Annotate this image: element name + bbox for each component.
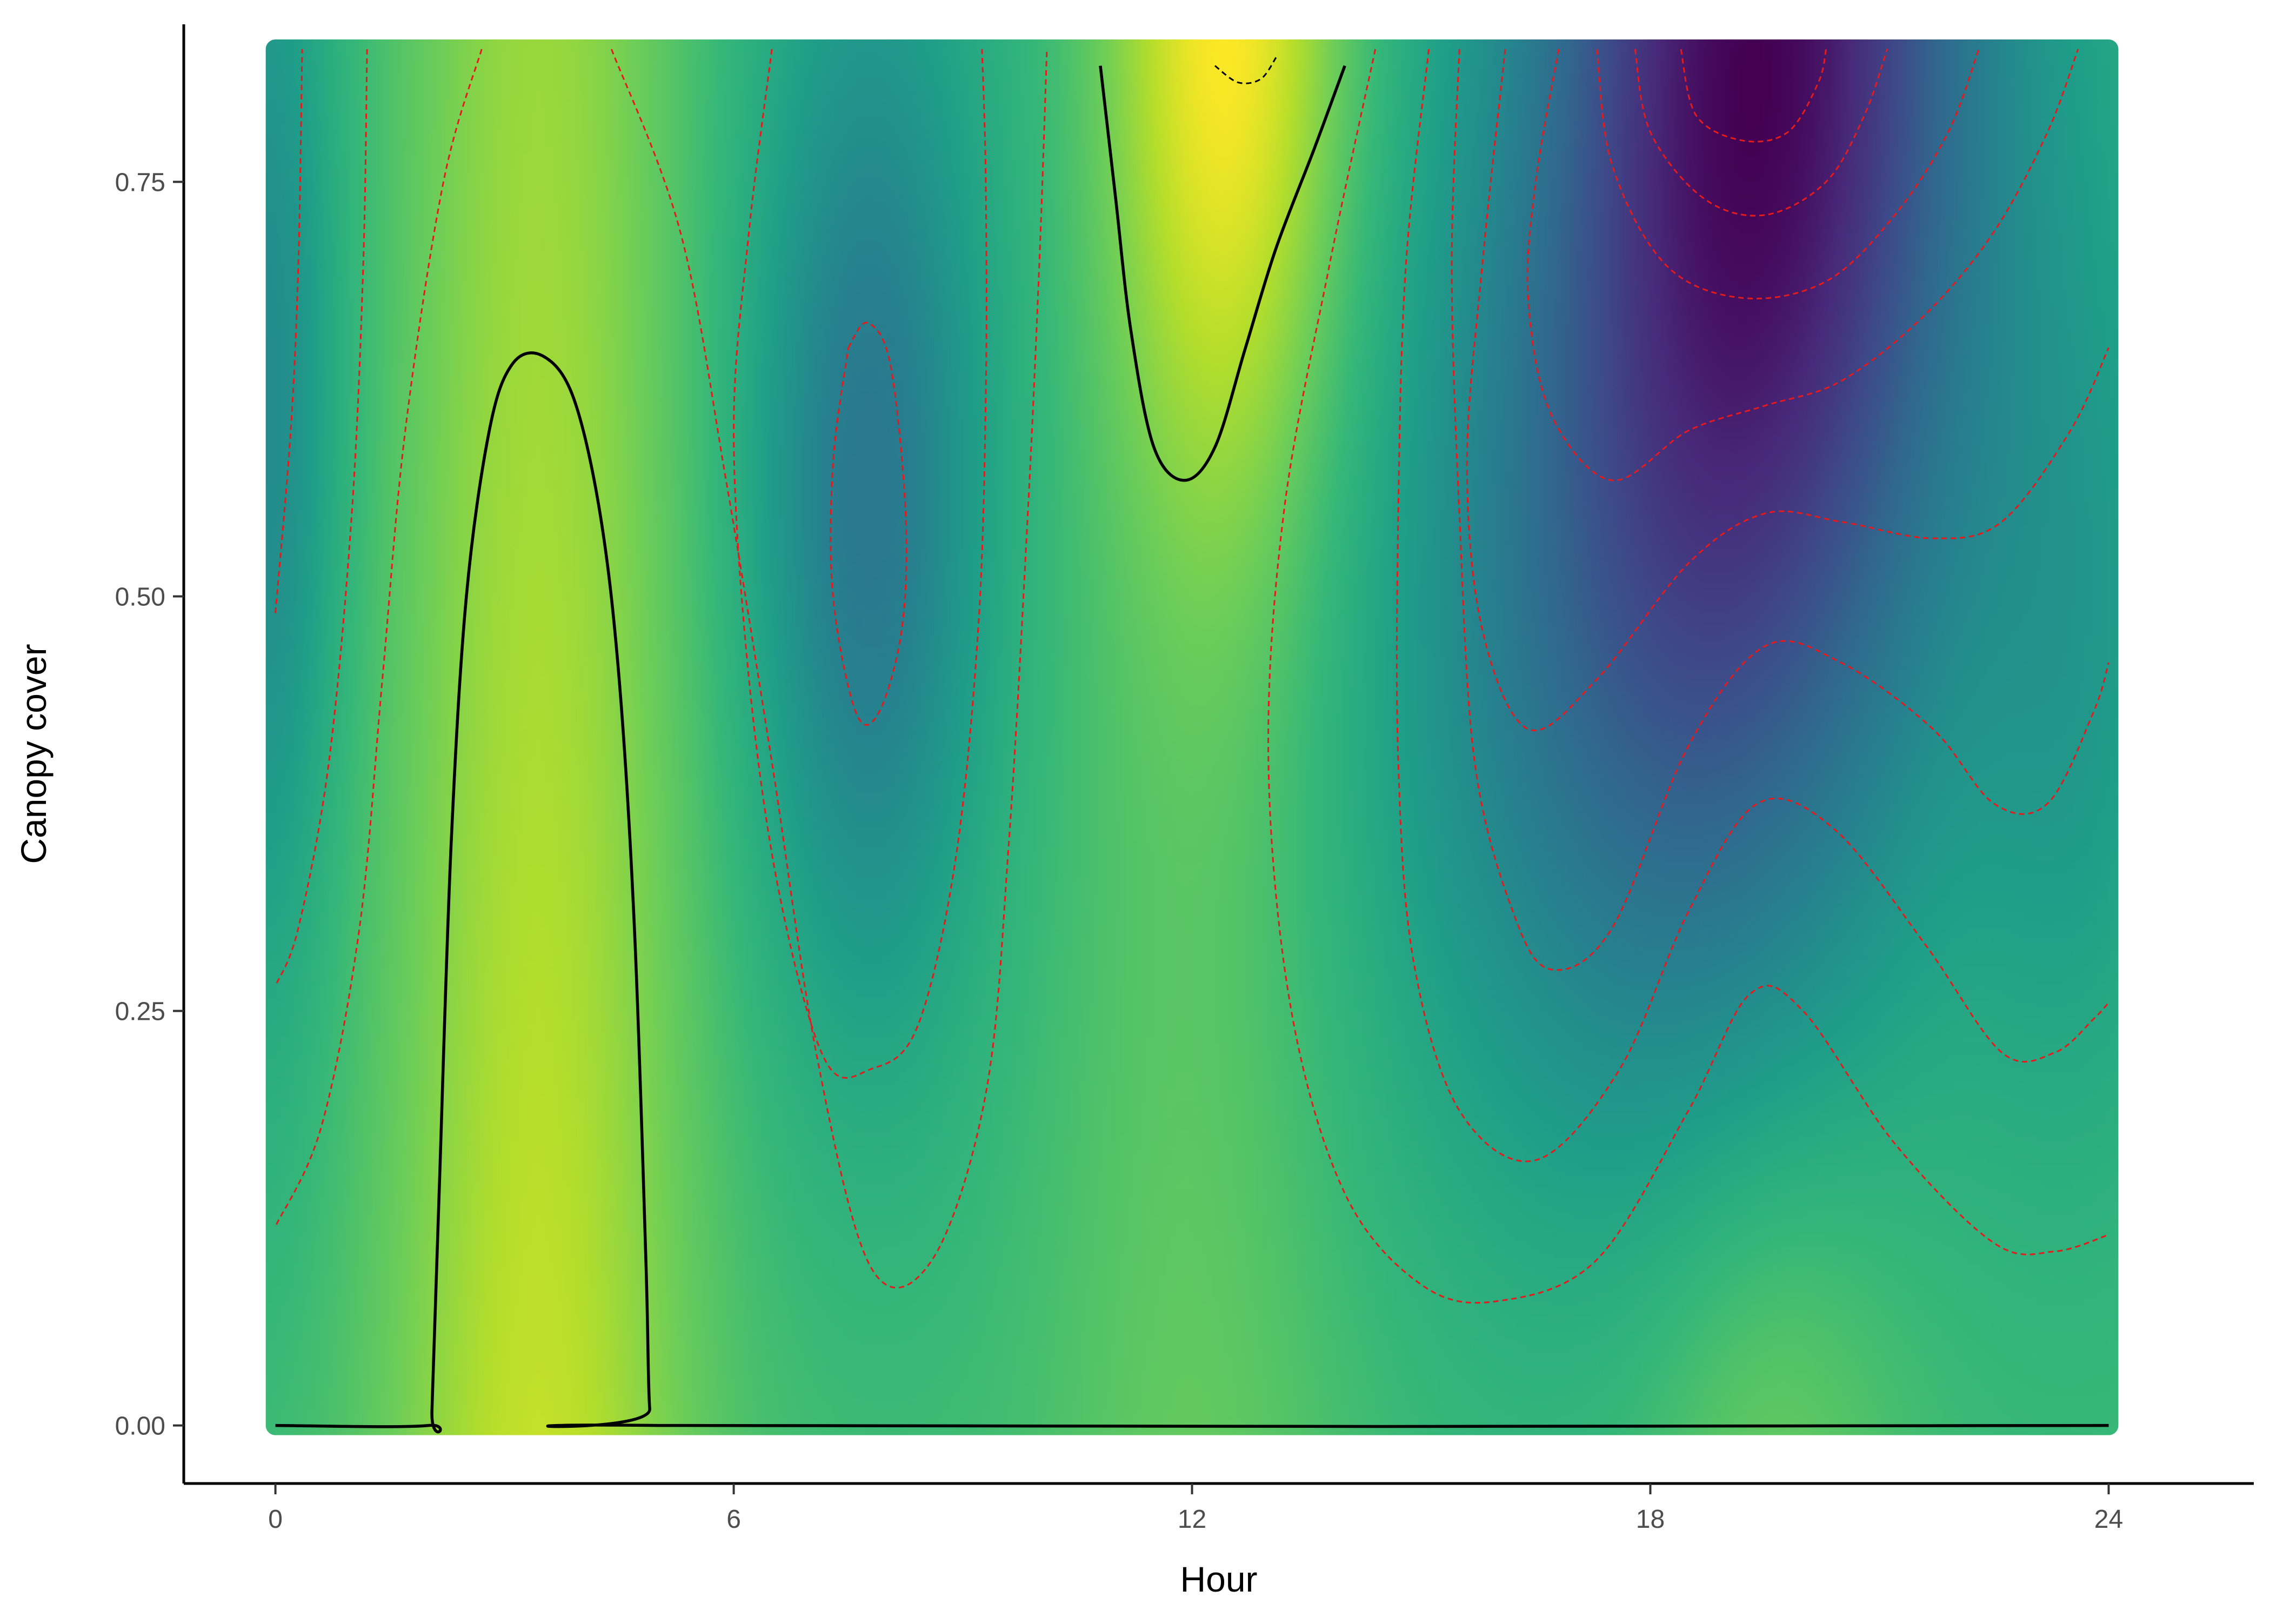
x-axis-ticks: 0 6 12 18 24 — [268, 1483, 2123, 1534]
contour-line-dashed-red-9 — [1267, 49, 2109, 1304]
heatmap-surface-image — [265, 39, 2119, 1435]
contour-line-solid-1 — [1099, 65, 1346, 482]
axes: 0 6 12 18 24 0.00 0.25 0.50 0.75 — [115, 24, 2254, 1534]
y-tick-label: 0.25 — [115, 998, 165, 1026]
contour-line-dashed-red-15 — [1634, 49, 1888, 217]
contour-line-dashed-red-5 — [275, 49, 483, 1227]
y-axis-ticks: 0.00 0.25 0.50 0.75 — [115, 168, 184, 1441]
y-axis-title: Canopy cover — [14, 644, 54, 864]
y-tick-label: 0.75 — [115, 168, 165, 197]
x-axis-title: Hour — [1180, 1559, 1257, 1599]
y-tick-label: 0.00 — [115, 1412, 165, 1441]
x-tick-label: 18 — [1636, 1505, 1665, 1534]
contour-line-dashed-red-6 — [610, 49, 1048, 1289]
contour-lines — [275, 49, 2109, 1434]
x-tick-label: 12 — [1178, 1505, 1206, 1534]
contour-line-solid-0 — [275, 351, 2109, 1434]
x-tick-label: 6 — [726, 1505, 741, 1534]
contour-line-dashed-red-8 — [830, 322, 907, 726]
contour-line-dashed-red-11 — [1451, 49, 2109, 971]
contour-line-dashed-red-7 — [733, 49, 987, 1079]
contour-line-dashed-black-2 — [1214, 57, 1277, 84]
y-tick-label: 0.50 — [115, 583, 165, 612]
contour-line-dashed-red-13 — [1526, 49, 2079, 482]
contour-line-dashed-red-4 — [275, 49, 368, 987]
contour-line-dashed-red-10 — [1396, 49, 2109, 1162]
contour-line-dashed-red-3 — [275, 49, 303, 613]
x-tick-label: 24 — [2094, 1505, 2123, 1534]
heatmap-surface — [265, 39, 2119, 1435]
contour-line-dashed-red-12 — [1466, 49, 2109, 731]
contour-line-dashed-red-16 — [1680, 49, 1827, 143]
contour-line-dashed-red-14 — [1596, 49, 1980, 300]
x-tick-label: 0 — [268, 1505, 283, 1534]
